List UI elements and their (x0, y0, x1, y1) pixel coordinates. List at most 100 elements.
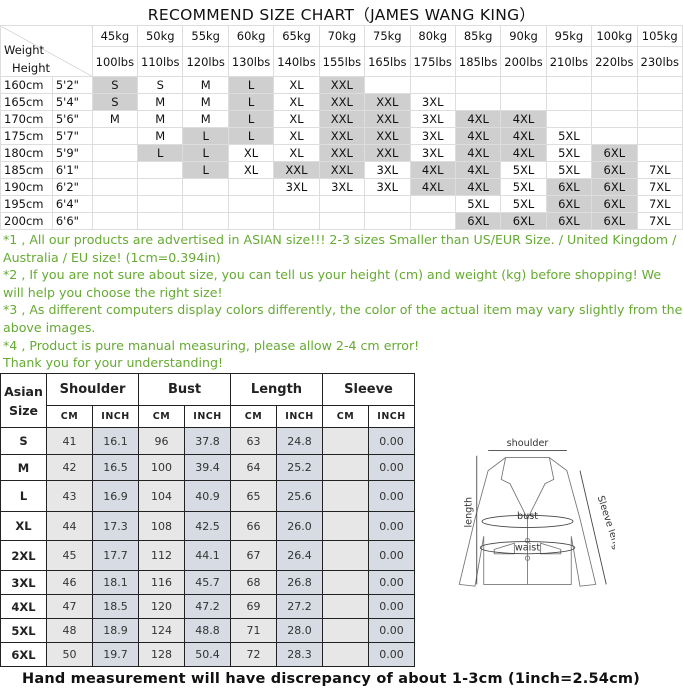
height-row: 195cm 6'4" 5XL 5XL 6XL 6XL 7XL (0, 195, 683, 213)
size-cell (454, 93, 502, 111)
height-cm: 180cm (0, 144, 53, 162)
height-ft: 5'4" (51, 93, 93, 111)
unit-header: CM (322, 405, 369, 428)
kg-header: 50kg (137, 25, 184, 47)
measurement-cell: 45.7 (184, 570, 231, 595)
size-cell (545, 93, 593, 111)
height-row: 200cm 6'6" 6XL 6XL 6XL 6XL 7XL (0, 212, 683, 230)
size-cell (182, 212, 229, 230)
height-row: 180cm 5'9" L L XL XL XXL XXL 3XL 4XL 4XL 5XL 6XL (0, 144, 683, 162)
size-cell: L (182, 144, 229, 162)
size-cell (227, 178, 275, 196)
size-cell: 7XL (636, 195, 683, 213)
size-cell: 6XL (545, 195, 593, 213)
size-cell (91, 178, 139, 196)
size-cell: 4XL (500, 144, 547, 162)
size-cell: 6XL (591, 161, 638, 179)
unit-header: INCH (184, 405, 231, 428)
size-cell: XXL (318, 161, 366, 179)
measurement-cell: 17.3 (92, 511, 139, 541)
height-row: 190cm 6'2" 3XL 3XL 3XL 4XL 4XL 5XL 6XL 6XL 7XL (0, 178, 683, 196)
group-header: Sleeve (322, 373, 415, 406)
size-cell (137, 212, 184, 230)
size-cell: L (137, 144, 184, 162)
size-cell: 3XL (364, 178, 411, 196)
size-label: XL (0, 511, 47, 541)
size-cell (91, 212, 139, 230)
measurement-cell: 0.00 (368, 511, 415, 541)
measurement-cell: 112 (138, 540, 185, 571)
size-label: S (0, 427, 47, 455)
note-1: *1 , All our products are advertised in … (3, 232, 681, 265)
measurement-cell: 16.5 (92, 454, 139, 481)
size-cell (636, 93, 683, 111)
recommend-size-table: Weight Height 45kg 50kg 55kg 60kg 65kg 70kg 75kg… (0, 25, 683, 230)
size-cell: L (182, 127, 229, 145)
size-cell (636, 76, 683, 94)
corner-weight: Weight (4, 43, 45, 57)
height-ft: 6'2" (51, 178, 93, 196)
measurement-cell: 67 (230, 540, 277, 571)
lbs-header: 175lbs (409, 46, 456, 77)
size-cell: L (182, 161, 229, 179)
size-cell: 4XL (500, 127, 547, 145)
measurement-cell: 41 (46, 427, 93, 455)
measurement-cell: 27.2 (276, 594, 323, 619)
size-cell: 6XL (500, 212, 547, 230)
size-cell (409, 195, 456, 213)
size-cell: 4XL (454, 178, 502, 196)
measurement-cell: 124 (138, 618, 185, 643)
unit-header: INCH (276, 405, 323, 428)
measurement-cell: 120 (138, 594, 185, 619)
height-cm: 190cm (0, 178, 53, 196)
size-cell: XL (273, 93, 320, 111)
size-label: 6XL (0, 642, 47, 667)
height-cm: 170cm (0, 110, 53, 128)
size-cell: XXL (364, 144, 411, 162)
size-row: 3XL 46 18.1 116 45.7 68 26.8 0.00 (0, 570, 415, 595)
size-cell (273, 195, 320, 213)
measurement-cell: 68 (230, 570, 277, 595)
unit-header: CM (46, 405, 93, 428)
measurement-cell (322, 594, 369, 619)
measurement-cell: 48.8 (184, 618, 231, 643)
note-3: *3 , As different computers display colo… (3, 302, 683, 335)
measurement-cell (322, 427, 369, 455)
unit-header: INCH (92, 405, 139, 428)
measurement-cell: 25.2 (276, 454, 323, 481)
size-cell: 4XL (454, 144, 502, 162)
measurement-cell: 47 (46, 594, 93, 619)
height-cm: 160cm (0, 76, 53, 94)
size-cell: 5XL (500, 178, 547, 196)
lbs-header: 165lbs (364, 46, 411, 77)
size-cell (636, 110, 683, 128)
group-header: Length (230, 373, 323, 406)
height-cm: 175cm (0, 127, 53, 145)
size-row: 4XL 47 18.5 120 47.2 69 27.2 0.00 (0, 594, 415, 619)
size-label: L (0, 480, 47, 512)
measurement-cell: 47.2 (184, 594, 231, 619)
measurement-cell: 0.00 (368, 618, 415, 643)
size-cell: XL (273, 127, 320, 145)
kg-header: 90kg (500, 25, 547, 47)
size-cell: M (182, 110, 229, 128)
size-cell: 6XL (545, 178, 593, 196)
size-cell (91, 127, 139, 145)
size-cell (318, 195, 366, 213)
size-label: 5XL (0, 618, 47, 643)
size-cell: M (91, 110, 139, 128)
unit-header: CM (138, 405, 185, 428)
size-cell: L (227, 76, 275, 94)
measurement-cell (322, 480, 369, 512)
size-cell (591, 127, 638, 145)
measurement-cell: 43 (46, 480, 93, 512)
height-row: 160cm 5'2" S S M L XL XXL (0, 76, 683, 94)
size-cell: XXL (318, 110, 366, 128)
note-2: *2 , If you are not sure about size, you… (3, 267, 666, 300)
height-cm: 195cm (0, 195, 53, 213)
lbs-header: 100lbs (91, 46, 139, 77)
size-cell: XL (227, 144, 275, 162)
measurement-cell: 50.4 (184, 642, 231, 667)
notes: *1 , All our products are advertised in … (3, 231, 683, 372)
size-row: 2XL 45 17.7 112 44.1 67 26.4 0.00 (0, 540, 415, 571)
